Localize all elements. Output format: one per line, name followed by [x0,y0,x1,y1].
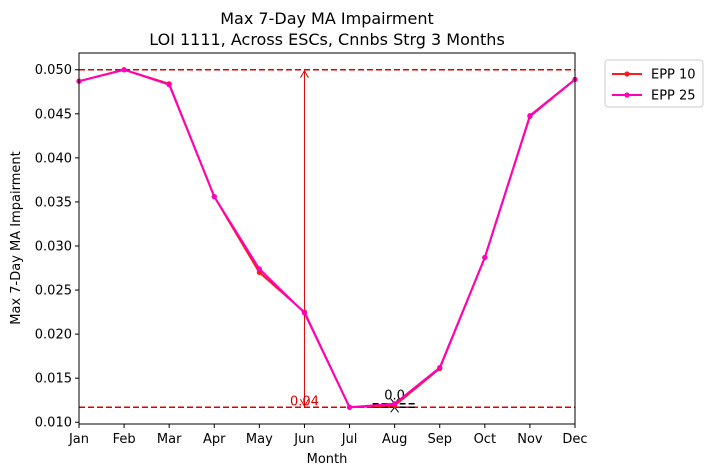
series-line [78,68,576,409]
x-tick-label: Sep [427,432,452,447]
x-tick-label: Apr [203,432,226,447]
annotation-arrow-head [300,69,309,78]
legend-marker [624,92,630,98]
data-point [392,401,398,407]
data-point [482,254,488,261]
legend: EPP 10 EPP 25 [604,59,704,108]
data-point [437,365,443,371]
x-tick-label: Jan [68,432,89,447]
x-tick-label: Nov [517,432,543,447]
x-tick-label: Aug [382,432,407,447]
y-tick-label: 0.050 [35,63,72,78]
x-tick-label: Jul [341,432,358,447]
x-axis-label: Month [307,452,348,467]
x-tick-label: Mar [157,432,182,447]
y-tick-label: 0.010 [35,416,72,431]
data-point [121,67,127,73]
annotation-arrow-head [300,399,309,408]
data-point [346,404,353,410]
legend-entry-label: EPP 10 [651,68,696,83]
chart-subtitle: LOI 1111, Across ESCs, Cnnbs Strg 3 Mont… [149,30,505,49]
y-tick-label: 0.025 [35,284,72,299]
legend-entry-label: EPP 25 [651,89,696,104]
y-tick-label: 0.030 [35,239,72,254]
x-tick-label: May [246,432,273,447]
x-tick-label: Oct [474,432,496,447]
y-tick-label: 0.040 [35,151,72,166]
legend-marker [624,71,630,77]
x-tick-label: Dec [562,432,587,447]
series-line [78,68,576,409]
y-tick-label: 0.035 [35,195,72,210]
x-tick-label: Feb [113,432,136,447]
y-axis-label: Max 7-Day MA Impairment [9,151,24,324]
annotation-label: 0.04 [290,394,319,409]
y-tick-label: 0.045 [35,107,72,122]
data-point [211,194,217,200]
x-tick-label: Jun [293,432,314,447]
data-point [256,266,262,272]
data-point [301,310,308,316]
plot-area-frame [78,52,576,425]
y-tick-label: 0.020 [35,328,72,343]
chart-title: Max 7-Day MA Impairment [220,9,433,28]
data-point [527,112,533,119]
data-point [166,82,172,88]
y-tick-label: 0.015 [35,372,72,387]
